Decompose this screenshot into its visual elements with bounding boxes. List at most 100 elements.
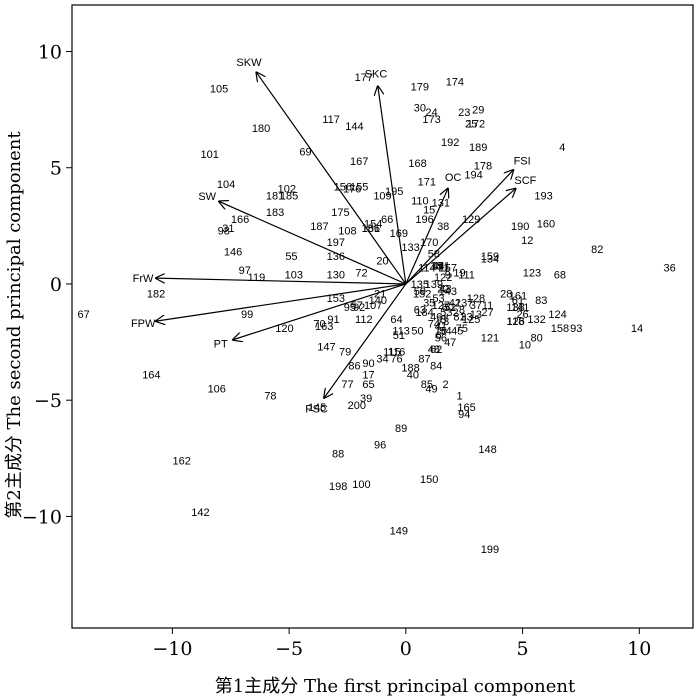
point-label: 127	[432, 300, 450, 312]
point-label: 147	[317, 342, 335, 354]
point-label: 146	[224, 246, 242, 258]
point-label: 46	[430, 312, 442, 324]
point-label: 149	[390, 525, 408, 537]
point-label: 56	[435, 332, 447, 344]
point-label: 6	[435, 330, 441, 342]
point-label: 180	[252, 123, 270, 135]
point-label: 188	[401, 363, 419, 375]
point-label: 70	[313, 318, 325, 330]
point-label: 91	[327, 314, 339, 326]
point-label: 139	[425, 279, 443, 291]
point-label: 128	[467, 293, 485, 305]
point-label: 86	[348, 360, 360, 372]
point-label: 97	[239, 265, 251, 277]
point-label: 191	[432, 260, 450, 272]
loading-label-frw: FrW	[133, 273, 154, 285]
point-label: 88	[332, 449, 344, 461]
point-label: 169	[390, 228, 408, 240]
y-axis-title: 第2主成分 The second principal component	[4, 131, 25, 519]
point-label: 114	[418, 263, 436, 275]
x-axis-title: 第1主成分 The first principal component	[215, 676, 576, 697]
point-label: 37	[470, 300, 482, 312]
loading-label-psc: PSC	[305, 403, 328, 415]
x-tick-label: −5	[275, 638, 303, 660]
point-label: 77	[341, 379, 353, 391]
point-label: 55	[285, 251, 297, 263]
point-label: 66	[381, 214, 393, 226]
point-label: 22	[437, 284, 449, 296]
point-label: 108	[338, 225, 356, 237]
point-label: 38	[437, 221, 449, 233]
point-label: 31	[222, 223, 234, 235]
point-label: 177	[355, 72, 373, 84]
point-label: 159	[481, 251, 499, 263]
point-label: 172	[467, 119, 485, 131]
point-label: 187	[310, 221, 328, 233]
point-label: 133	[401, 242, 419, 254]
point-label: 115	[383, 346, 401, 358]
point-label: 145	[308, 402, 326, 414]
y-axis: −10 −5 0 5 10	[22, 41, 72, 528]
point-label: 182	[147, 288, 165, 300]
loading-label-pt: PT	[214, 339, 228, 351]
point-label: 71	[437, 263, 449, 275]
point-label: 41	[435, 321, 447, 333]
point-label: 179	[411, 81, 429, 93]
point-label: 107	[364, 300, 382, 312]
point-label: 5	[440, 307, 446, 319]
point-label: 164	[142, 370, 160, 382]
point-label: 106	[208, 384, 226, 396]
point-label: 176	[343, 184, 361, 196]
point-label: 98	[218, 225, 230, 237]
point-label: 196	[415, 214, 433, 226]
point-label: 136	[327, 251, 345, 263]
point-label: 33	[460, 312, 472, 324]
point-label: 50	[411, 325, 423, 337]
point-label: 132	[527, 314, 545, 326]
point-label: 153	[327, 293, 345, 305]
point-label: 94	[458, 409, 470, 421]
point-label: 135	[411, 279, 429, 291]
point-label: 4	[559, 142, 565, 154]
point-label: 186	[362, 223, 380, 235]
point-label: 123	[523, 267, 541, 279]
point-label: 126	[506, 316, 524, 328]
point-label: 95	[344, 302, 356, 314]
point-label: 75	[456, 323, 468, 335]
point-label: 130	[327, 270, 345, 282]
loading-arrow-fpw	[156, 283, 406, 321]
point-label: 155	[350, 181, 368, 193]
point-label: 181	[266, 191, 284, 203]
loading-arrow-psc	[324, 283, 407, 398]
point-label: 53	[432, 293, 444, 305]
point-label: 143	[439, 286, 457, 298]
point-label: 103	[285, 270, 303, 282]
point-label: 190	[511, 221, 529, 233]
point-label: 198	[329, 481, 347, 493]
point-label: 26	[516, 309, 528, 321]
loading-arrow-fsi	[405, 170, 513, 285]
point-label: 15	[423, 205, 435, 217]
point-label: 18	[430, 260, 442, 272]
point-label: 194	[464, 170, 482, 182]
point-label: 64	[390, 314, 402, 326]
point-label: 68	[554, 270, 566, 282]
point-label: 193	[534, 191, 552, 203]
point-label: 25	[465, 119, 477, 131]
point-label: 19	[453, 267, 465, 279]
point-label: 20	[376, 256, 388, 268]
point-label: 74	[428, 318, 440, 330]
point-label: 141	[511, 302, 529, 314]
loading-label-skw: SKW	[236, 57, 262, 69]
point-label: 144	[345, 121, 363, 133]
point-label: 21	[374, 288, 386, 300]
loading-arrows: SKW SKC SW FrW FPW PT PSC OC FSI SCF	[131, 57, 537, 416]
point-label: 101	[201, 149, 219, 161]
x-tick-label: 5	[517, 638, 529, 660]
point-label: 13	[470, 309, 482, 321]
point-label: 79	[339, 346, 351, 358]
point-label: 8	[459, 305, 465, 317]
point-label: 59	[414, 286, 426, 298]
point-label: 120	[275, 323, 293, 335]
point-label: 73	[437, 316, 449, 328]
